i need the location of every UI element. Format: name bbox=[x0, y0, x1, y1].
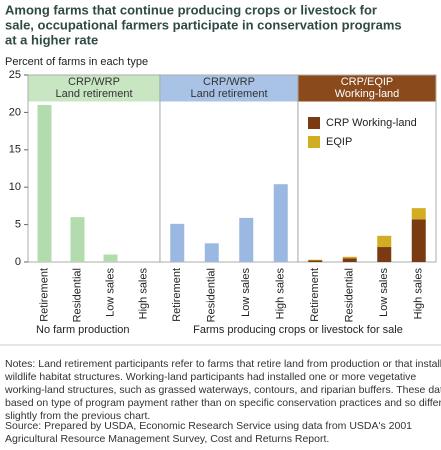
bar bbox=[377, 235, 392, 248]
panel-header-text: CRP/WRP bbox=[68, 76, 120, 88]
note: based on type of program payment rather … bbox=[5, 397, 441, 409]
bar bbox=[170, 223, 185, 262]
x-tick-label: High sales bbox=[413, 268, 425, 320]
bar bbox=[308, 260, 323, 262]
bar bbox=[411, 219, 426, 262]
legend-label: EQIP bbox=[326, 136, 352, 148]
legend-swatch bbox=[308, 136, 320, 148]
chart-title: at a higher rate bbox=[5, 32, 98, 47]
bar bbox=[411, 208, 426, 220]
group-label: No farm production bbox=[36, 324, 130, 336]
note: Notes: Land retirement participants refe… bbox=[5, 358, 441, 370]
legend-label: CRP Working-land bbox=[326, 117, 417, 129]
panel-header-text: CRP/EQIP bbox=[341, 76, 394, 88]
panel-header bbox=[28, 75, 160, 102]
x-tick-label: Retirement bbox=[38, 268, 50, 322]
x-tick-label: Residential bbox=[344, 268, 356, 322]
chart-title: Among farms that continue producing crop… bbox=[5, 2, 377, 17]
y-tick-label: 5 bbox=[15, 219, 21, 231]
bar bbox=[70, 217, 85, 262]
y-tick-label: 20 bbox=[9, 106, 21, 118]
panel-header-text: Working-land bbox=[335, 88, 400, 100]
panel-header-text: Land retirement bbox=[190, 88, 267, 100]
y-tick-label: 10 bbox=[9, 181, 21, 193]
chart-title: sale, occupational farmers participate i… bbox=[5, 17, 402, 32]
bar bbox=[37, 104, 52, 262]
bar bbox=[342, 258, 357, 262]
x-tick-label: Retirement bbox=[171, 268, 183, 322]
bar bbox=[342, 256, 357, 259]
panel-header bbox=[298, 75, 436, 102]
x-tick-label: Retirement bbox=[309, 268, 321, 322]
panel-header bbox=[160, 75, 298, 102]
panel-header-text: CRP/WRP bbox=[203, 76, 255, 88]
bar bbox=[273, 184, 288, 262]
bar bbox=[239, 217, 254, 262]
x-tick-label: Low sales bbox=[378, 268, 390, 317]
legend-swatch bbox=[308, 117, 320, 129]
note: slightly from the previous chart. bbox=[5, 410, 150, 422]
group-label: Farms producing crops or livestock for s… bbox=[193, 324, 403, 336]
bar bbox=[308, 259, 323, 261]
bar bbox=[204, 243, 219, 262]
note: working-land structures, such as grassed… bbox=[4, 384, 441, 396]
x-tick-label: High sales bbox=[275, 268, 287, 320]
x-tick-label: Residential bbox=[206, 268, 218, 322]
y-tick-label: 25 bbox=[9, 69, 21, 81]
note: wildlife habitat structures. Working-lan… bbox=[4, 371, 416, 383]
x-tick-label: High sales bbox=[137, 268, 149, 320]
x-tick-label: Low sales bbox=[104, 268, 116, 317]
source: Agricultural Resource Management Survey,… bbox=[5, 433, 329, 445]
x-tick-label: Low sales bbox=[240, 268, 252, 317]
y-axis-label: Percent of farms in each type bbox=[5, 56, 148, 68]
bar bbox=[377, 247, 392, 262]
panel-header-text: Land retirement bbox=[55, 88, 132, 100]
x-tick-label: Residential bbox=[71, 268, 83, 322]
y-tick-label: 15 bbox=[9, 144, 21, 156]
y-tick-label: 0 bbox=[15, 256, 21, 268]
bar bbox=[103, 254, 118, 262]
source: Source: Prepared by USDA, Economic Resea… bbox=[5, 420, 412, 432]
